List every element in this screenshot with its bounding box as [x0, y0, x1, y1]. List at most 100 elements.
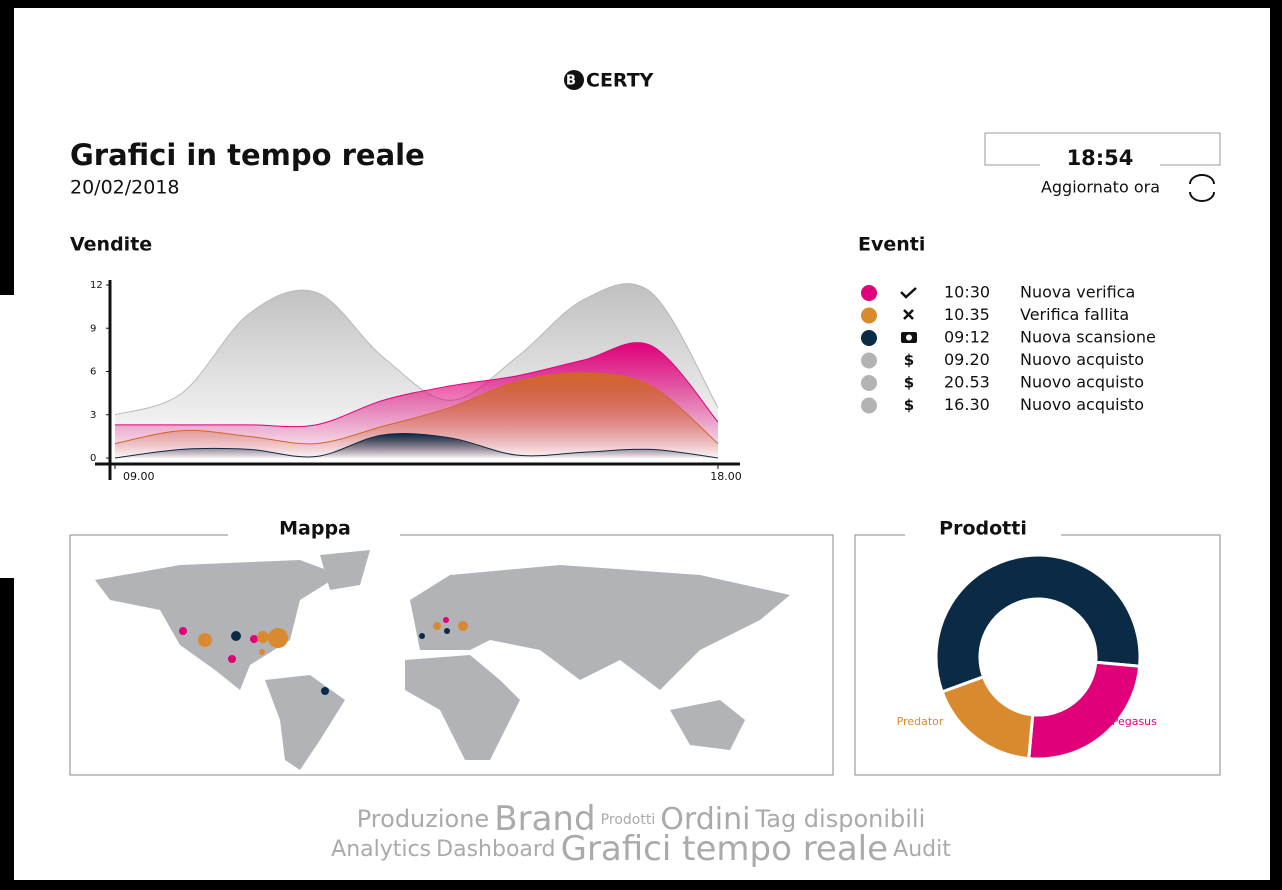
- camera-lens: [906, 334, 912, 341]
- section-title: Eventi: [858, 234, 925, 256]
- section-title: Vendite: [70, 234, 152, 256]
- donut-segment: [1027, 660, 1142, 761]
- event-dot: [861, 375, 877, 391]
- tag[interactable]: Audit: [893, 837, 951, 862]
- continent: [320, 550, 370, 590]
- event-dot: [861, 285, 877, 301]
- y-tick-label: 9: [90, 323, 96, 334]
- map-dot: [250, 635, 258, 643]
- event-symbol: $: [904, 351, 914, 369]
- event-text: Verifica fallita: [1020, 305, 1129, 324]
- tag[interactable]: Brand: [494, 799, 595, 839]
- event-time: 20.53: [944, 373, 990, 392]
- area: [115, 433, 718, 458]
- event-symbol: $: [904, 374, 914, 392]
- events-list: 10:30 Nuova verifica 10.35 Verifica fallita…: [861, 283, 1156, 414]
- event-dot: [861, 352, 877, 369]
- title-bg: [905, 525, 1061, 545]
- tag-line: Analytics Dashboard Grafici tempo reale …: [331, 829, 951, 869]
- tag[interactable]: Produzione: [357, 805, 489, 833]
- line: [114, 283, 719, 416]
- donut-chart: Mercurial Air Pegasus Predator: [897, 553, 1157, 761]
- event-text: Nuovo acquisto: [1020, 350, 1144, 369]
- area: [115, 372, 718, 458]
- clock: 18:54: [1067, 146, 1134, 170]
- check-icon: [900, 287, 917, 299]
- donut-label: Air Pegasus: [1093, 715, 1157, 728]
- map-dot: [433, 622, 441, 630]
- line: [114, 342, 719, 428]
- continent: [410, 565, 790, 690]
- map-dots: [179, 617, 468, 695]
- map-dot: [257, 631, 269, 643]
- tag[interactable]: Prodotti: [601, 812, 656, 828]
- donut-segment: [940, 674, 1035, 761]
- y-tick-label: 6: [90, 367, 96, 378]
- logo-icon: [564, 70, 584, 90]
- map-dot: [458, 621, 468, 631]
- tag[interactable]: Ordini: [660, 802, 750, 837]
- continent: [95, 560, 340, 690]
- line: [114, 372, 719, 445]
- donut-label: Mercurial: [1008, 569, 1059, 582]
- refresh-arc: [1189, 191, 1215, 202]
- event-text: Nuova scansione: [1020, 328, 1156, 347]
- map-dot: [198, 633, 212, 647]
- tag-line: Produzione Brand Prodotti Ordini Tag dis…: [357, 799, 926, 839]
- x-tick-label: 09.00: [123, 470, 155, 483]
- tag-cloud: Produzione Brand Prodotti Ordini Tag dis…: [331, 799, 951, 869]
- x-tick-label: 18.00: [710, 470, 742, 483]
- map-dot: [259, 649, 265, 655]
- tag[interactable]: Grafici tempo reale: [561, 829, 888, 869]
- map-dot: [443, 617, 449, 623]
- map-dot: [231, 631, 241, 641]
- event-text: Nuova verifica: [1020, 283, 1135, 302]
- donut-label: Predator: [897, 715, 944, 728]
- tag[interactable]: Analytics: [331, 837, 431, 862]
- map-dot: [228, 655, 236, 663]
- map-dot: [321, 687, 329, 695]
- event-time: 10.35: [944, 305, 990, 324]
- clock-bg: [1040, 150, 1160, 172]
- line: [114, 433, 719, 459]
- event-text: Nuovo acquisto: [1020, 395, 1144, 414]
- continent: [405, 655, 520, 760]
- map-dot: [268, 628, 288, 648]
- y-tick-label: 0: [90, 453, 96, 464]
- title-bg: [228, 525, 400, 545]
- section-title: Mappa: [279, 518, 351, 540]
- event-text: Nuovo acquisto: [1020, 373, 1144, 392]
- event-symbol: $: [904, 396, 914, 414]
- refresh-arc: [1189, 174, 1215, 185]
- date: 20/02/2018: [70, 177, 180, 199]
- event-dot: [861, 330, 877, 346]
- event-time: 10:30: [944, 283, 990, 302]
- continent: [670, 700, 745, 750]
- page-title: Grafici in tempo reale: [70, 138, 425, 172]
- logo-glyph: B: [566, 74, 576, 89]
- tag[interactable]: Dashboard: [436, 837, 555, 862]
- event-time: 09:12: [944, 328, 990, 347]
- section-title: Prodotti: [939, 518, 1027, 540]
- frame-top: [0, 0, 1282, 8]
- refresh-icon[interactable]: [1189, 174, 1215, 202]
- event-dot: [861, 307, 877, 324]
- frame-right: [1270, 0, 1282, 890]
- donut-segment: [934, 553, 1142, 694]
- event-time: 09.20: [944, 350, 990, 369]
- frame-bottom: [0, 880, 1282, 890]
- event-time: 16.30: [944, 395, 990, 414]
- map-dot: [444, 628, 450, 634]
- map-dot: [419, 633, 425, 639]
- map-dot: [179, 627, 187, 635]
- world-map: [95, 550, 790, 770]
- tag[interactable]: Tag disponibili: [755, 805, 926, 833]
- updated-label: Aggiornato ora: [1041, 178, 1160, 197]
- sales-chart: 0 3 6 9 12 09.00 18.00: [90, 280, 742, 483]
- cross-icon: [903, 309, 914, 320]
- frame-left: [0, 0, 14, 295]
- continent: [265, 675, 345, 770]
- logo: CERTY: [586, 70, 654, 92]
- frame-left: [0, 578, 14, 890]
